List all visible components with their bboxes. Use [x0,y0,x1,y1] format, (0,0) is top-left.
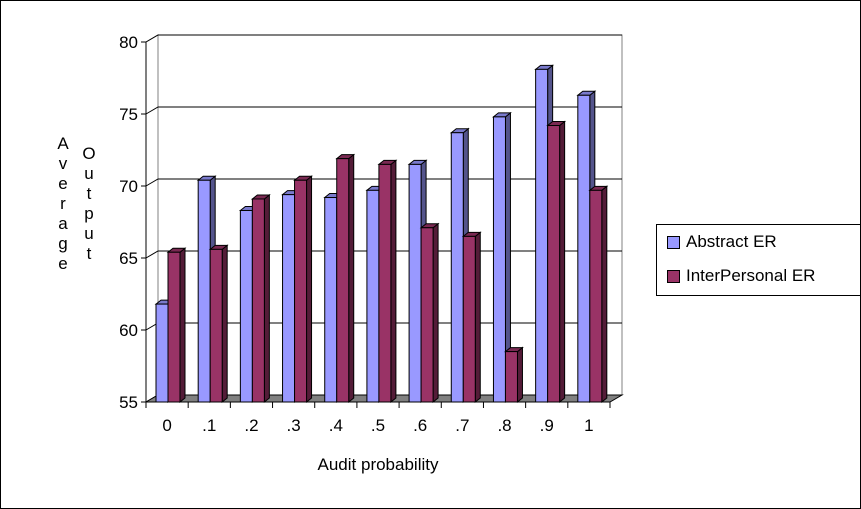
y-axis-label-letter: t [87,244,92,263]
bar-interpersonal-er [589,189,603,403]
bar-side-interpersonal-er [559,120,566,404]
gridline [145,106,622,115]
y-axis-label-letter: v [59,154,68,173]
x-tick-label: .4 [329,416,343,435]
bar-interpersonal-er [547,125,561,403]
bar-abstract-er [366,189,380,403]
bar-interpersonal-er [504,351,518,403]
bar-side-interpersonal-er [306,175,313,404]
legend: Abstract ER InterPersonal ER [656,224,861,296]
bar-interpersonal-er [378,163,392,403]
bar-side-interpersonal-er [432,222,439,404]
x-tick-label: .7 [455,416,469,435]
y-axis-label-letter: p [84,204,93,223]
bar-abstract-er [577,94,591,403]
bar-interpersonal-er [336,158,350,403]
bar-abstract-er [324,197,338,403]
y-axis-label-letter: e [58,174,67,193]
bar-side-interpersonal-er [348,153,355,404]
bar-interpersonal-er [294,179,308,403]
y-axis-label-letter: g [58,234,67,253]
x-tick-label: 0 [162,416,171,435]
y-tick-label: 70 [119,177,138,196]
bar-side-interpersonal-er [601,185,608,404]
y-axis-label-letter: A [57,134,69,153]
legend-swatch-interpersonal-er [667,269,680,283]
bar-interpersonal-er [462,235,476,403]
bar-abstract-er [239,209,253,403]
y-tick-label: 65 [119,249,138,268]
legend-item-abstract-er: Abstract ER [667,231,777,253]
bar-interpersonal-er [167,251,181,403]
y-tick-label: 55 [119,393,138,412]
bar-side-interpersonal-er [221,244,228,404]
x-tick-label: 1 [584,416,593,435]
x-tick-label: .5 [371,416,385,435]
bar-abstract-er [282,194,296,403]
bar-interpersonal-er [251,198,265,403]
y-axis-label-letter: a [58,214,68,233]
bar-abstract-er [197,179,211,403]
bar-abstract-er [492,116,506,403]
x-tick-label: .1 [202,416,216,435]
legend-item-interpersonal-er: InterPersonal ER [667,265,815,287]
x-tick-label: .6 [413,416,427,435]
bar-abstract-er [155,303,169,403]
x-tick-label: .3 [287,416,301,435]
bar-interpersonal-er [209,248,223,403]
y-axis-label-letter: u [84,224,93,243]
legend-label-abstract-er: Abstract ER [686,232,777,251]
y-axis-label-letter: e [58,254,67,273]
y-axis-label-letter: u [84,164,93,183]
y-tick-label: 60 [119,321,138,340]
legend-label-interpersonal-er: InterPersonal ER [686,266,816,285]
y-axis-label-letter: O [82,144,95,163]
gridline [145,34,622,43]
bar-abstract-er [408,163,422,403]
y-tick-label: 75 [119,105,138,124]
y-axis-label-letter: t [87,184,92,203]
legend-swatch-abstract-er [667,235,680,249]
x-axis-label: Audit probability [318,455,439,474]
x-tick-label: .9 [540,416,554,435]
x-tick-label: .8 [497,416,511,435]
bar-abstract-er [450,132,464,403]
bar-side-interpersonal-er [390,159,397,404]
bar-side-interpersonal-er [179,247,186,404]
y-tick-label: 80 [119,33,138,52]
bar-side-interpersonal-er [263,193,270,404]
bar-abstract-er [535,68,549,403]
bar-interpersonal-er [420,227,434,403]
x-tick-label: .2 [244,416,258,435]
bar-side-interpersonal-er [516,346,523,404]
bar-side-interpersonal-er [474,231,481,404]
y-axis-label-letter: r [60,194,66,213]
